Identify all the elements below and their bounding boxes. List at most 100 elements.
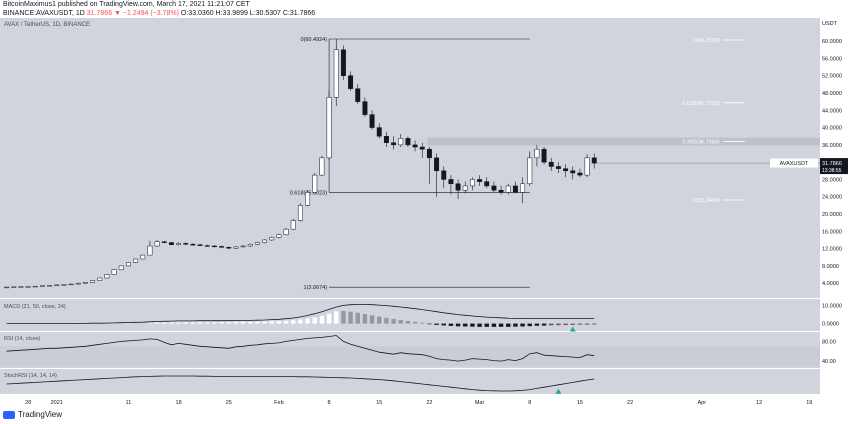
candle-body <box>133 258 139 263</box>
macd-histogram-bar <box>219 322 224 324</box>
candle-body <box>305 192 311 206</box>
macd-histogram-bar <box>183 322 188 324</box>
candle-body <box>11 286 17 288</box>
price-tick-label: 24.0000 <box>822 195 842 201</box>
candle-body <box>498 190 504 193</box>
price-axis-unit: USDT <box>822 21 838 27</box>
price-tick-label: 56.0000 <box>822 56 842 62</box>
candle-body <box>426 148 432 159</box>
candle-body <box>32 285 38 288</box>
price-tag-bg <box>820 158 848 175</box>
candle-body <box>577 172 583 176</box>
footer: TradingView <box>3 410 62 419</box>
macd-histogram-bar <box>477 323 482 327</box>
symbol-line: BINANCE:AVAXUSDT, 1D 31.7866 ▼ −1.2494 (… <box>3 10 315 17</box>
macd-histogram-bar <box>584 323 590 325</box>
price-tick-label: 4.0000 <box>822 281 839 287</box>
macd-histogram-bar <box>570 323 575 325</box>
candle-body <box>570 170 576 174</box>
candle-body <box>455 183 461 191</box>
candle-body <box>176 243 182 245</box>
candle-body <box>348 75 354 89</box>
macd-histogram-bar <box>154 322 160 324</box>
candle-body <box>355 88 361 102</box>
price-tick-label: 60.0000 <box>822 39 842 45</box>
candle-body <box>190 244 196 246</box>
macd-histogram-bar <box>541 323 547 326</box>
stoch-green-marker <box>555 388 562 394</box>
candle-body <box>462 185 468 191</box>
symbol-tag-label: AVAXUSDT <box>780 161 809 167</box>
macd-histogram-bar <box>298 319 303 324</box>
candle-body <box>154 241 160 247</box>
macd-histogram-bar <box>283 320 289 324</box>
time-tick-label: 18 <box>176 400 182 406</box>
change-text: ▼ −1.2494 (−3.78%) <box>114 10 179 17</box>
macd-histogram-bar <box>412 321 418 324</box>
macd-histogram-bar <box>341 311 346 324</box>
candle-body <box>226 247 232 249</box>
time-tick-label: Mar <box>475 400 485 406</box>
fib-extension-label: 0.618(45.7332) <box>682 101 719 107</box>
candle-body <box>204 245 210 247</box>
candle-body <box>68 283 74 286</box>
macd-histogram-bar <box>434 323 439 325</box>
time-tick-label: 12 <box>756 400 762 406</box>
time-tick-label: 8 <box>528 400 531 406</box>
candle-body <box>240 245 246 248</box>
price-tick-label: 16.0000 <box>822 229 842 235</box>
candle-body <box>283 228 289 236</box>
stoch-pane-bg <box>0 369 820 394</box>
candle-body <box>441 170 447 180</box>
macd-histogram-bar <box>162 322 167 324</box>
candle-body <box>75 282 81 285</box>
macd-histogram-bar <box>513 323 518 327</box>
macd-histogram-bar <box>269 321 274 324</box>
candle-body <box>290 220 296 230</box>
publish-line: BitcoinMaximus1 published on TradingView… <box>3 1 250 8</box>
time-tick-label: 25 <box>226 400 232 406</box>
macd-tick-label: 10.0000 <box>822 304 842 310</box>
macd-histogram-bar <box>169 322 174 324</box>
candle-body <box>18 286 24 288</box>
macd-histogram-bar <box>592 323 597 325</box>
fib-extension-label: 1(60.2526) <box>693 38 720 44</box>
macd-histogram-bar <box>563 323 568 326</box>
macd-histogram-bar <box>176 322 181 324</box>
macd-histogram-bar <box>205 322 210 324</box>
time-tick-label: 22 <box>426 400 432 406</box>
candle-body <box>168 242 174 245</box>
macd-histogram-bar <box>147 323 153 324</box>
time-tick-label: 2021 <box>51 400 63 406</box>
candle-body <box>312 174 318 193</box>
stoch-pane-title: StochRSI (14, 14, 14) <box>4 373 57 379</box>
macd-green-marker <box>569 326 576 332</box>
candle-body <box>434 157 440 172</box>
macd-histogram-bar <box>384 317 389 324</box>
candle-body <box>54 284 60 286</box>
price-tick-label: 36.0000 <box>822 143 842 149</box>
fib-extension-label: 0.382(36.7664) <box>682 140 719 146</box>
price-axis-bg <box>820 18 850 410</box>
macd-histogram-bar <box>441 323 446 326</box>
candle-body <box>269 237 275 241</box>
candle-body <box>512 185 518 193</box>
macd-histogram-bar <box>190 322 196 324</box>
macd-pane-bg <box>0 299 820 331</box>
candle-body <box>25 286 31 288</box>
macd-histogram-bar <box>355 312 360 324</box>
candle-body <box>233 246 239 249</box>
price-tick-label: 8.0000 <box>822 264 839 270</box>
fib-retracement-label: 1(3.0674) <box>304 285 328 291</box>
macd-line <box>6 304 595 324</box>
candle-body <box>412 144 418 148</box>
candle-body <box>333 49 339 98</box>
macd-histogram-bar <box>255 321 260 324</box>
candle-body <box>82 282 88 284</box>
time-tick-label: 8 <box>328 400 331 406</box>
macd-histogram-bar <box>527 323 532 327</box>
macd-histogram-bar <box>405 320 411 324</box>
candle-body <box>183 243 189 245</box>
macd-histogram-bar <box>391 318 396 324</box>
macd-tick-label: 0.0000 <box>822 322 839 328</box>
